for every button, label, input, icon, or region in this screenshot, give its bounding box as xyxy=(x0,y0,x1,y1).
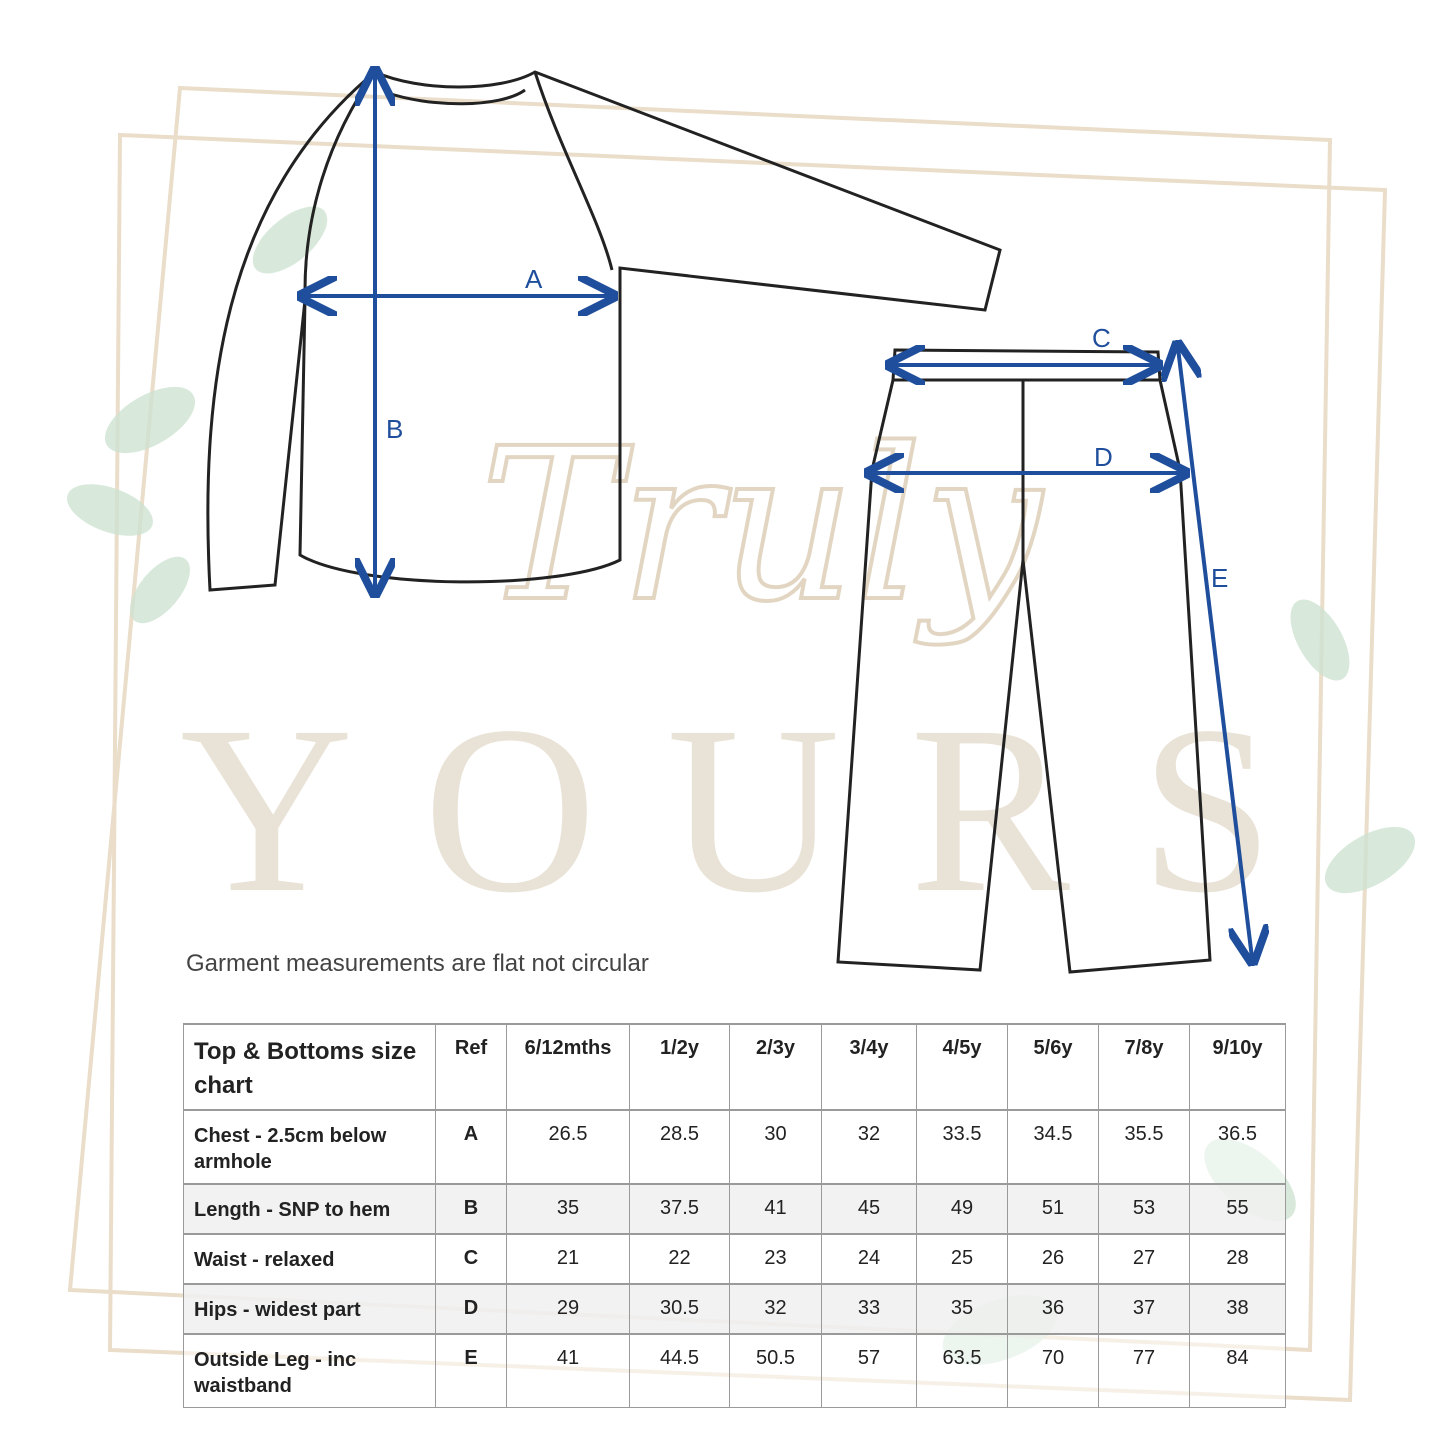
table-row: Waist - relaxed C 21 22 23 24 25 26 27 28 xyxy=(183,1233,1286,1285)
measurement-cell: 53 xyxy=(1098,1183,1190,1235)
measurement-cell: 55 xyxy=(1189,1183,1286,1235)
header-cell: 7/8y xyxy=(1098,1023,1190,1111)
measurement-cell: 36 xyxy=(1007,1283,1099,1335)
measurement-cell: 28.5 xyxy=(629,1109,730,1185)
row-label: Chest - 2.5cm below armhole xyxy=(183,1109,436,1185)
header-cell: 6/12mths xyxy=(506,1023,630,1111)
measurement-cell: 35 xyxy=(506,1183,630,1235)
header-cell: 4/5y xyxy=(916,1023,1008,1111)
measurement-cell: 37.5 xyxy=(629,1183,730,1235)
table-row: Chest - 2.5cm below armhole A 26.5 28.5 30 32… xyxy=(183,1109,1286,1185)
measurement-cell: 33 xyxy=(821,1283,917,1335)
measurement-cell: 28 xyxy=(1189,1233,1286,1285)
table-header-row: Top & Bottoms size chart Ref 6/12mths 1/… xyxy=(183,1023,1286,1111)
measurement-note: Garment measurements are flat not circul… xyxy=(186,950,649,977)
measurement-cell: 41 xyxy=(729,1183,822,1235)
measurement-cell: 84 xyxy=(1189,1333,1286,1408)
measurement-cell: 30.5 xyxy=(629,1283,730,1335)
measurement-cell: 35 xyxy=(916,1283,1008,1335)
measurement-cell: 41 xyxy=(506,1333,630,1408)
measurement-cell: 21 xyxy=(506,1233,630,1285)
table-row: Hips - widest part D 29 30.5 32 33 35 36 37 38 xyxy=(183,1283,1286,1335)
table-row: Outside Leg - inc waistband E 41 44.5 50.5 57… xyxy=(183,1333,1286,1408)
decorative-frame xyxy=(67,85,1388,1403)
measurement-cell: 33.5 xyxy=(916,1109,1008,1185)
measurement-cell: 70 xyxy=(1007,1333,1099,1408)
measurement-cell: 35.5 xyxy=(1098,1109,1190,1185)
row-label: Outside Leg - inc waistband xyxy=(183,1333,436,1408)
row-ref: E xyxy=(435,1333,507,1408)
row-ref: B xyxy=(435,1183,507,1235)
measurement-cell: 44.5 xyxy=(629,1333,730,1408)
label-c: C xyxy=(1092,323,1111,353)
measurement-cell: 34.5 xyxy=(1007,1109,1099,1185)
measurement-cell: 51 xyxy=(1007,1183,1099,1235)
row-label: Length - SNP to hem xyxy=(183,1183,436,1235)
measurement-arrows xyxy=(305,74,1252,958)
measurement-cell: 22 xyxy=(629,1233,730,1285)
measurement-cell: 49 xyxy=(916,1183,1008,1235)
label-b: B xyxy=(386,414,403,444)
row-label: Waist - relaxed xyxy=(183,1233,436,1285)
measurement-cell: 26.5 xyxy=(506,1109,630,1185)
measurement-cell: 24 xyxy=(821,1233,917,1285)
measurement-cell: 30 xyxy=(729,1109,822,1185)
measurement-cell: 32 xyxy=(821,1109,917,1185)
row-label: Hips - widest part xyxy=(183,1283,436,1335)
measurement-cell: 77 xyxy=(1098,1333,1190,1408)
measurement-cell: 57 xyxy=(821,1333,917,1408)
measurement-cell: 63.5 xyxy=(916,1333,1008,1408)
measurement-cell: 37 xyxy=(1098,1283,1190,1335)
header-cell: 9/10y xyxy=(1189,1023,1286,1111)
size-chart-table: Top & Bottoms size chart Ref 6/12mths 1/… xyxy=(183,1023,1286,1408)
header-cell: 2/3y xyxy=(729,1023,822,1111)
label-e: E xyxy=(1211,563,1228,593)
measurement-cell: 45 xyxy=(821,1183,917,1235)
header-cell: Ref xyxy=(435,1023,507,1111)
measurement-cell: 38 xyxy=(1189,1283,1286,1335)
measurement-cell: 36.5 xyxy=(1189,1109,1286,1185)
row-ref: C xyxy=(435,1233,507,1285)
watermark-serif: YOURS xyxy=(180,676,1344,942)
measurement-cell: 26 xyxy=(1007,1233,1099,1285)
measurement-cell: 50.5 xyxy=(729,1333,822,1408)
watermark-script: Truly xyxy=(480,403,1044,648)
header-cell: 3/4y xyxy=(821,1023,917,1111)
label-a: A xyxy=(525,264,543,294)
header-cell: 5/6y xyxy=(1007,1023,1099,1111)
label-d: D xyxy=(1094,442,1113,472)
row-ref: A xyxy=(435,1109,507,1185)
measurement-cell: 27 xyxy=(1098,1233,1190,1285)
measurement-cell: 29 xyxy=(506,1283,630,1335)
header-cell: 1/2y xyxy=(629,1023,730,1111)
row-ref: D xyxy=(435,1283,507,1335)
measurement-cell: 25 xyxy=(916,1233,1008,1285)
table-row: Length - SNP to hem B 35 37.5 41 45 49 51 53 55 xyxy=(183,1183,1286,1235)
measurement-cell: 23 xyxy=(729,1233,822,1285)
measurement-cell: 32 xyxy=(729,1283,822,1335)
table-title: Top & Bottoms size chart xyxy=(183,1023,436,1111)
